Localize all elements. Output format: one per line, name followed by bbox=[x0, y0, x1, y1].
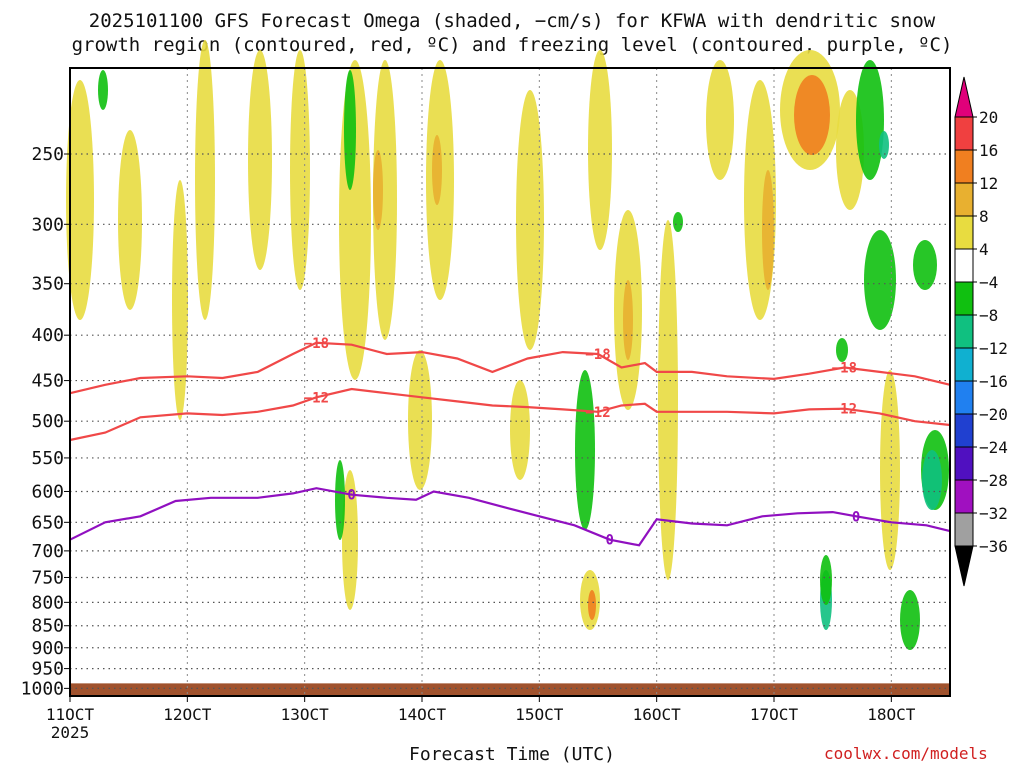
colorbar: 20 16 12 8 4 −4 −8 −12 −16 −20 −24 −28 −32 −36 bbox=[954, 76, 1008, 587]
y-tick-label: 500 bbox=[31, 411, 64, 432]
contour-label: 0 bbox=[347, 488, 355, 504]
x-tick-label: 16OCT bbox=[633, 705, 682, 724]
colorbar-segment bbox=[954, 149, 974, 184]
grid-lines bbox=[69, 68, 950, 696]
y-tick-label: 800 bbox=[31, 592, 64, 613]
colorbar-top-arrow bbox=[954, 76, 974, 118]
x-tick-label: 11OCT bbox=[46, 705, 95, 724]
colorbar-label: −8 bbox=[979, 306, 998, 325]
colorbar-label: 16 bbox=[979, 141, 998, 160]
y-tick-label: 400 bbox=[31, 325, 64, 346]
colorbar-segment bbox=[954, 446, 974, 481]
colorbar-segment bbox=[954, 380, 974, 415]
contour-label: −18 bbox=[832, 361, 857, 377]
colorbar-label: 8 bbox=[979, 207, 989, 226]
x-tick-label: 15OCT bbox=[515, 705, 564, 724]
x-tick-year-label: 2025 bbox=[51, 723, 90, 742]
colorbar-segment bbox=[954, 281, 974, 316]
colorbar-segment bbox=[954, 314, 974, 349]
colorbar-bottom-arrow bbox=[954, 545, 974, 587]
colorbar-label: −36 bbox=[979, 537, 1008, 556]
colorbar-segment bbox=[954, 347, 974, 382]
x-tick-label: 12OCT bbox=[163, 705, 212, 724]
contour-label: −12 bbox=[304, 390, 329, 406]
colorbar-label: 12 bbox=[979, 174, 998, 193]
colorbar-label: 4 bbox=[979, 240, 989, 259]
y-tick-label: 900 bbox=[31, 638, 64, 659]
y-tick-label: 1000 bbox=[21, 678, 64, 699]
contour-line bbox=[69, 341, 951, 395]
y-tick-label: 450 bbox=[31, 371, 64, 392]
contour-label: −12 bbox=[832, 402, 857, 418]
y-tick-label: 700 bbox=[31, 541, 64, 562]
chart-title-line2: growth region (contoured, red, ºC) and f… bbox=[71, 34, 953, 56]
y-tick-label: 850 bbox=[31, 616, 64, 637]
colorbar-label: −20 bbox=[979, 405, 1008, 424]
y-axis-ticks: 2503003504004505005506006507007508008509… bbox=[21, 144, 70, 699]
colorbar-segment bbox=[954, 479, 974, 514]
y-tick-label: 600 bbox=[31, 481, 64, 502]
colorbar-segment bbox=[954, 413, 974, 448]
x-tick-label: 13OCT bbox=[281, 705, 330, 724]
colorbar-label: −16 bbox=[979, 372, 1008, 391]
colorbar-segment bbox=[954, 512, 974, 547]
contour-line bbox=[69, 487, 951, 547]
contour-line bbox=[69, 387, 951, 442]
y-tick-label: 550 bbox=[31, 448, 64, 469]
contour-label: −18 bbox=[304, 336, 329, 352]
x-tick-label: 14OCT bbox=[398, 705, 447, 724]
colorbar-segment bbox=[954, 182, 974, 217]
omega-shading bbox=[66, 40, 950, 696]
x-axis-title: Forecast Time (UTC) bbox=[409, 744, 615, 765]
y-tick-label: 350 bbox=[31, 274, 64, 295]
chart-title-line1: 2025101100 GFS Forecast Omega (shaded, −… bbox=[88, 10, 936, 32]
contour-label: 0 bbox=[852, 509, 860, 525]
plot-frame bbox=[69, 67, 951, 697]
contour-label: −18 bbox=[585, 347, 610, 363]
y-tick-label: 950 bbox=[31, 659, 64, 680]
x-tick-label: 18OCT bbox=[867, 705, 916, 724]
colorbar-label: −24 bbox=[979, 438, 1008, 457]
colorbar-segment bbox=[954, 215, 974, 250]
x-tick-label: 17OCT bbox=[750, 705, 799, 724]
chart-svg: −18 −18 −18 −12 −12 −12 0 0 0 250 300 350 400 450 500… bbox=[21, 40, 1008, 742]
colorbar-label: −32 bbox=[979, 504, 1008, 523]
colorbar-label: −28 bbox=[979, 471, 1008, 490]
colorbar-label: 20 bbox=[979, 108, 998, 127]
y-tick-label: 250 bbox=[31, 144, 64, 165]
y-tick-label: 300 bbox=[31, 214, 64, 235]
colorbar-label: −12 bbox=[979, 339, 1008, 358]
contour-label: 0 bbox=[606, 533, 614, 549]
y-tick-label: 750 bbox=[31, 567, 64, 588]
colorbar-label: −4 bbox=[979, 273, 998, 292]
y-tick-label: 650 bbox=[31, 512, 64, 533]
colorbar-segment bbox=[954, 116, 974, 151]
contour-label: −12 bbox=[585, 405, 610, 421]
contour-lines: −18 −18 −18 −12 −12 −12 0 0 0 bbox=[69, 336, 951, 549]
colorbar-segment bbox=[954, 248, 974, 283]
credit-text: coolwx.com/models bbox=[824, 744, 988, 763]
